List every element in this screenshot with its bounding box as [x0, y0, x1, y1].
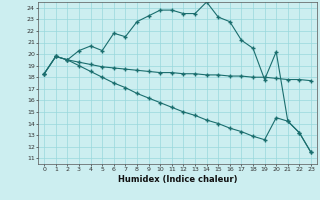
- X-axis label: Humidex (Indice chaleur): Humidex (Indice chaleur): [118, 175, 237, 184]
